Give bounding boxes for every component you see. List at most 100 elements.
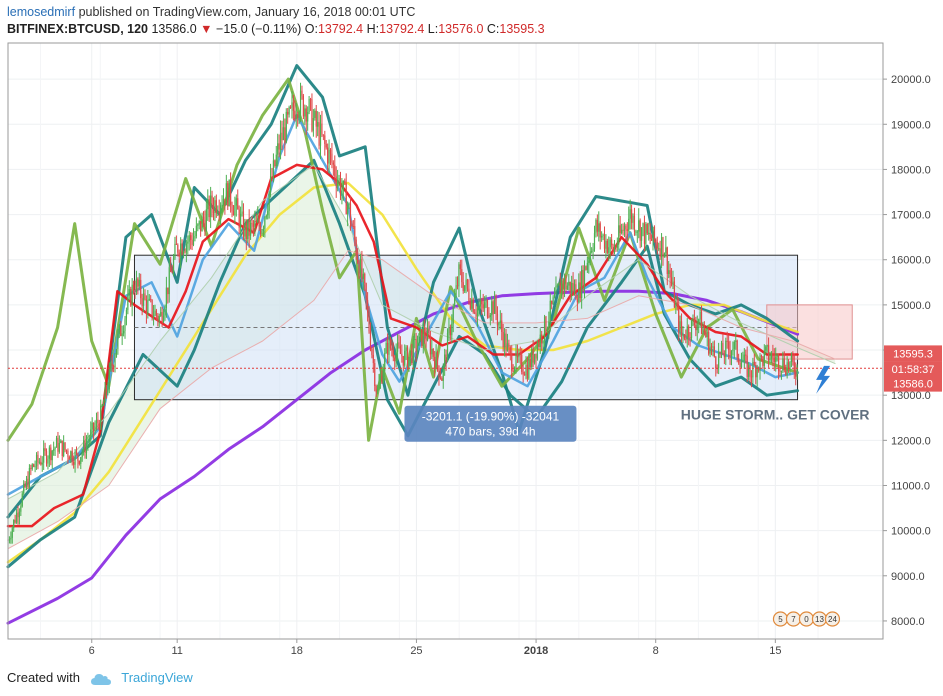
candle-body bbox=[456, 285, 459, 287]
candle-body bbox=[108, 368, 110, 390]
candle-body bbox=[541, 334, 543, 344]
candle-body bbox=[516, 351, 519, 358]
candle-body bbox=[359, 259, 362, 276]
candle-body bbox=[578, 282, 580, 303]
candle-body bbox=[190, 235, 192, 241]
candle-body bbox=[402, 355, 404, 366]
candle-body bbox=[365, 283, 367, 300]
candle-body bbox=[442, 366, 444, 381]
measure-tooltip-line2: 470 bars, 39d 4h bbox=[445, 425, 535, 439]
candle-body bbox=[261, 230, 263, 235]
candle-body bbox=[796, 366, 798, 377]
candle-body bbox=[327, 147, 329, 164]
last-close-label-bg bbox=[884, 345, 942, 362]
candle-body bbox=[723, 354, 725, 358]
candle-body bbox=[172, 258, 175, 273]
tradingview-link[interactable]: TradingView bbox=[121, 670, 193, 685]
candle-body bbox=[451, 323, 453, 336]
candle-body bbox=[623, 225, 626, 232]
author-link[interactable]: lemosedmirf bbox=[7, 5, 76, 19]
price-chart[interactable]: 8000.0 9000.0 10000.0 11000.0 12000.0 13000.0… bbox=[0, 42, 943, 692]
candle-body bbox=[693, 318, 695, 326]
candle-body bbox=[673, 281, 676, 308]
candle-body bbox=[596, 219, 598, 232]
candle-body bbox=[603, 234, 606, 249]
candle-body bbox=[324, 135, 326, 144]
candle-body bbox=[174, 243, 176, 259]
candles bbox=[7, 82, 798, 544]
candle-body bbox=[502, 331, 504, 348]
y-tick-label: 18000.0 bbox=[891, 164, 931, 176]
candle-body bbox=[230, 179, 232, 205]
candle-body bbox=[318, 122, 320, 146]
candle-body bbox=[662, 237, 664, 258]
candle-body bbox=[210, 195, 212, 218]
candle-body bbox=[264, 217, 266, 229]
candle-body bbox=[404, 350, 406, 366]
candle-body bbox=[682, 334, 684, 336]
candle-body bbox=[202, 216, 205, 221]
candle-body bbox=[200, 221, 202, 232]
candle-body bbox=[138, 279, 140, 287]
candle-body bbox=[484, 302, 486, 309]
candle-body bbox=[585, 266, 587, 270]
candle-body bbox=[582, 269, 584, 289]
candle-body bbox=[488, 316, 490, 318]
candle-body bbox=[48, 447, 50, 459]
candle-body bbox=[512, 370, 514, 372]
close-value: 13595.3 bbox=[499, 22, 545, 36]
candle-body bbox=[93, 422, 95, 432]
candle-body bbox=[565, 278, 567, 290]
candle-body bbox=[298, 114, 300, 118]
event-marker-label: 5 bbox=[778, 615, 783, 624]
candle-body bbox=[91, 422, 93, 430]
candle-body bbox=[121, 333, 123, 336]
candle-body bbox=[452, 306, 454, 324]
candle-body bbox=[55, 438, 58, 448]
candle-body bbox=[389, 339, 392, 349]
y-tick-label: 11000.0 bbox=[891, 480, 930, 492]
candle-body bbox=[235, 198, 237, 206]
candle-body bbox=[349, 203, 352, 224]
candle-body bbox=[395, 351, 397, 362]
candle-body bbox=[301, 90, 303, 96]
candle-body bbox=[51, 450, 53, 461]
candle-body bbox=[147, 300, 149, 314]
high-label: H: bbox=[366, 22, 380, 36]
candle-body bbox=[703, 328, 705, 333]
candle-body bbox=[675, 302, 677, 308]
candle-body bbox=[101, 405, 103, 407]
candle-body bbox=[151, 299, 153, 317]
candle-body bbox=[379, 376, 382, 383]
candle-body bbox=[319, 123, 322, 146]
candle-body bbox=[765, 346, 767, 351]
candle-body bbox=[795, 371, 797, 377]
candle-body bbox=[533, 353, 536, 363]
candle-body bbox=[21, 493, 23, 507]
candle-body bbox=[713, 346, 715, 357]
candle-body bbox=[475, 313, 477, 317]
candle-body bbox=[455, 285, 457, 297]
candle-body bbox=[150, 298, 152, 300]
candle-body bbox=[635, 231, 637, 233]
series-line-red_line bbox=[6, 163, 799, 528]
candle-body bbox=[80, 457, 82, 464]
candle-body bbox=[416, 345, 419, 352]
candle-body bbox=[503, 333, 506, 348]
candle-body bbox=[591, 251, 593, 253]
candle-body bbox=[355, 239, 357, 256]
candle-body bbox=[34, 466, 36, 468]
candle-body bbox=[542, 340, 544, 344]
candle-body bbox=[612, 245, 614, 253]
candle-body bbox=[305, 108, 307, 122]
tradingview-cloud-icon bbox=[90, 673, 111, 685]
low-label: L: bbox=[427, 22, 439, 36]
candle-body bbox=[304, 108, 306, 117]
candle-body bbox=[599, 223, 601, 238]
candle-body bbox=[775, 356, 777, 362]
candle-body bbox=[11, 528, 13, 538]
candle-body bbox=[685, 338, 687, 340]
candle-body bbox=[773, 357, 775, 362]
lightning-bolt-icon bbox=[816, 365, 831, 394]
candle-body bbox=[643, 223, 646, 244]
